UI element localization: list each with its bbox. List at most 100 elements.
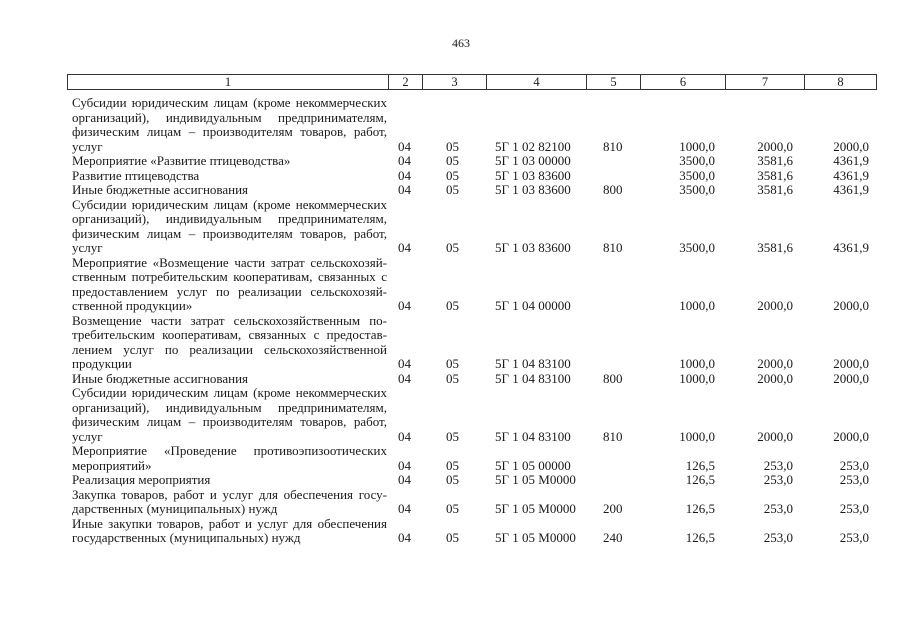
cell-col-6: 126,5 [685, 472, 715, 487]
cell-col-4: 5Г 1 02 82100 [495, 138, 571, 154]
cell-col-8: 2000,0 [833, 298, 869, 313]
description-line: Мероприятие «Возмещение части затрат сел… [72, 255, 387, 270]
description-line: Иные бюджетные ассигнования [72, 182, 249, 197]
cell-col-4: 5Г 1 04 83100 [495, 370, 571, 386]
header-col-3: 3 [423, 75, 487, 89]
table-row: Закупка товаров, работ и услуг для обесп… [67, 488, 875, 517]
cell-col-3: 05 [446, 240, 459, 255]
cell-col-8: 2000,0 [833, 138, 869, 154]
cell-col-6: 1000,0 [679, 356, 715, 371]
cell-col-2: 04 [398, 182, 411, 197]
description-line: ственным потребительским кооперативам, с… [72, 270, 387, 284]
cell-col-8: 4361,9 [833, 153, 869, 168]
cell-col-7: 3581,6 [757, 153, 793, 168]
table-row: Иные бюджетные ассигнования 04 05 5Г 1 03 8… [67, 182, 875, 198]
table-row: Возмещение части затрат сельскохозяйстве… [67, 314, 875, 372]
cell-col-7: 2000,0 [757, 356, 793, 371]
cell-col-7: 3581,6 [757, 182, 793, 197]
cell-col-2: 04 [398, 167, 411, 183]
description-line: продукции [72, 356, 132, 371]
cell-col-2: 04 [398, 530, 411, 545]
row-description: Субсидии юридическим лицам (кроме некомм… [67, 198, 387, 256]
cell-col-8: 4361,9 [833, 182, 869, 197]
cell-col-8: 253,0 [839, 457, 869, 473]
cell-col-5: 200 [603, 501, 623, 516]
description-line: Развитие птицеводства [72, 167, 200, 183]
description-line: Иные бюджетные ассигнования [72, 370, 249, 386]
cell-col-7: 253,0 [763, 501, 793, 516]
cell-col-6: 126,5 [685, 501, 715, 516]
cell-col-8: 253,0 [839, 472, 869, 487]
cell-col-4: 5Г 1 05 М0000 [495, 472, 576, 487]
description-line: дарственных (муниципальных) нужд [72, 501, 278, 516]
cell-col-3: 05 [446, 370, 459, 386]
row-description: Возмещение части затрат сельскохозяйстве… [67, 314, 387, 372]
cell-col-3: 05 [446, 501, 459, 516]
row-description: Мероприятие «Проведение противоэпизоотич… [67, 444, 387, 473]
cell-col-3: 05 [446, 428, 459, 444]
header-col-5: 5 [587, 75, 641, 89]
description-line: Субсидии юридическим лицам (кроме некомм… [72, 197, 387, 212]
description-line: Реализация мероприятия [72, 472, 211, 487]
cell-col-3: 05 [446, 298, 459, 313]
header-col-8: 8 [837, 75, 844, 89]
cell-col-2: 04 [398, 472, 411, 487]
cell-col-7: 2000,0 [757, 428, 793, 444]
cell-col-4: 5Г 1 04 00000 [495, 298, 571, 313]
cell-col-2: 04 [398, 298, 411, 313]
cell-col-5: 800 [603, 370, 623, 386]
cell-col-7: 3581,6 [757, 240, 793, 255]
description-line: организаций), индивидуальным предпринима… [72, 212, 387, 226]
row-description: Мероприятие «Возмещение части затрат сел… [67, 256, 387, 314]
cell-col-2: 04 [398, 153, 411, 168]
cell-col-6: 126,5 [685, 530, 715, 545]
cell-col-8: 2000,0 [833, 370, 869, 386]
cell-col-4: 5Г 1 03 83600 [495, 182, 571, 197]
table-row: Иные бюджетные ассигнования 04 05 5Г 1 04 8… [67, 370, 875, 387]
table-row: Развитие птицеводства 04 05 5Г 1 03 83600 35… [67, 167, 875, 184]
cell-col-2: 04 [398, 370, 411, 386]
table-row: Субсидии юридическим лицам (кроме некомм… [67, 96, 875, 154]
table-row: Мероприятие «Развитие птицеводства» 04 05 5… [67, 153, 875, 169]
description-line: услуг [72, 240, 103, 255]
cell-col-7: 2000,0 [757, 138, 793, 154]
cell-col-4: 5Г 1 03 83600 [495, 167, 571, 183]
table-row: Мероприятие «Проведение противоэпизоотич… [67, 444, 875, 473]
table-row: Субсидии юридическим лицам (кроме некомм… [67, 386, 875, 444]
cell-col-2: 04 [398, 356, 411, 371]
cell-col-5: 810 [603, 428, 623, 444]
row-description: Субсидии юридическим лицам (кроме некомм… [67, 96, 387, 154]
description-line: Возмещение части затрат сельскохозяйстве… [72, 313, 387, 328]
cell-col-4: 5Г 1 05 00000 [495, 457, 571, 473]
cell-col-3: 05 [446, 167, 459, 183]
cell-col-2: 04 [398, 501, 411, 516]
cell-col-8: 4361,9 [833, 167, 869, 183]
cell-col-6: 3500,0 [679, 153, 715, 168]
description-line: Иные закупки товаров, работ и услуг для … [72, 516, 387, 531]
cell-col-2: 04 [398, 457, 411, 473]
cell-col-2: 04 [398, 240, 411, 255]
description-line: Субсидии юридическим лицам (кроме некомм… [72, 96, 387, 110]
description-line: услуг [72, 138, 103, 154]
cell-col-7: 3581,6 [757, 167, 793, 183]
cell-col-7: 2000,0 [757, 370, 793, 386]
description-line: физическим лицам – производителям товаро… [72, 125, 387, 139]
cell-col-3: 05 [446, 457, 459, 473]
description-line: мероприятий» [72, 457, 152, 473]
cell-col-8: 253,0 [839, 501, 869, 516]
description-line: лением услуг по реализации сельскохозяйс… [72, 342, 387, 357]
row-description: Развитие птицеводства [67, 167, 387, 184]
cell-col-6: 3500,0 [679, 182, 715, 197]
table-row: Иные закупки товаров, работ и услуг для … [67, 517, 875, 546]
description-line: услуг [72, 428, 103, 444]
cell-col-4: 5Г 1 05 М0000 [495, 501, 576, 516]
cell-col-8: 4361,9 [833, 240, 869, 255]
header-col-4: 4 [487, 75, 587, 89]
cell-col-6: 1000,0 [679, 138, 715, 154]
cell-col-2: 04 [398, 428, 411, 444]
description-line: Закупка товаров, работ и услуг для обесп… [72, 487, 387, 502]
description-line: Мероприятие «Развитие птицеводства» [72, 153, 291, 168]
header-col-7: 7 [726, 75, 805, 89]
cell-col-6: 3500,0 [679, 240, 715, 255]
